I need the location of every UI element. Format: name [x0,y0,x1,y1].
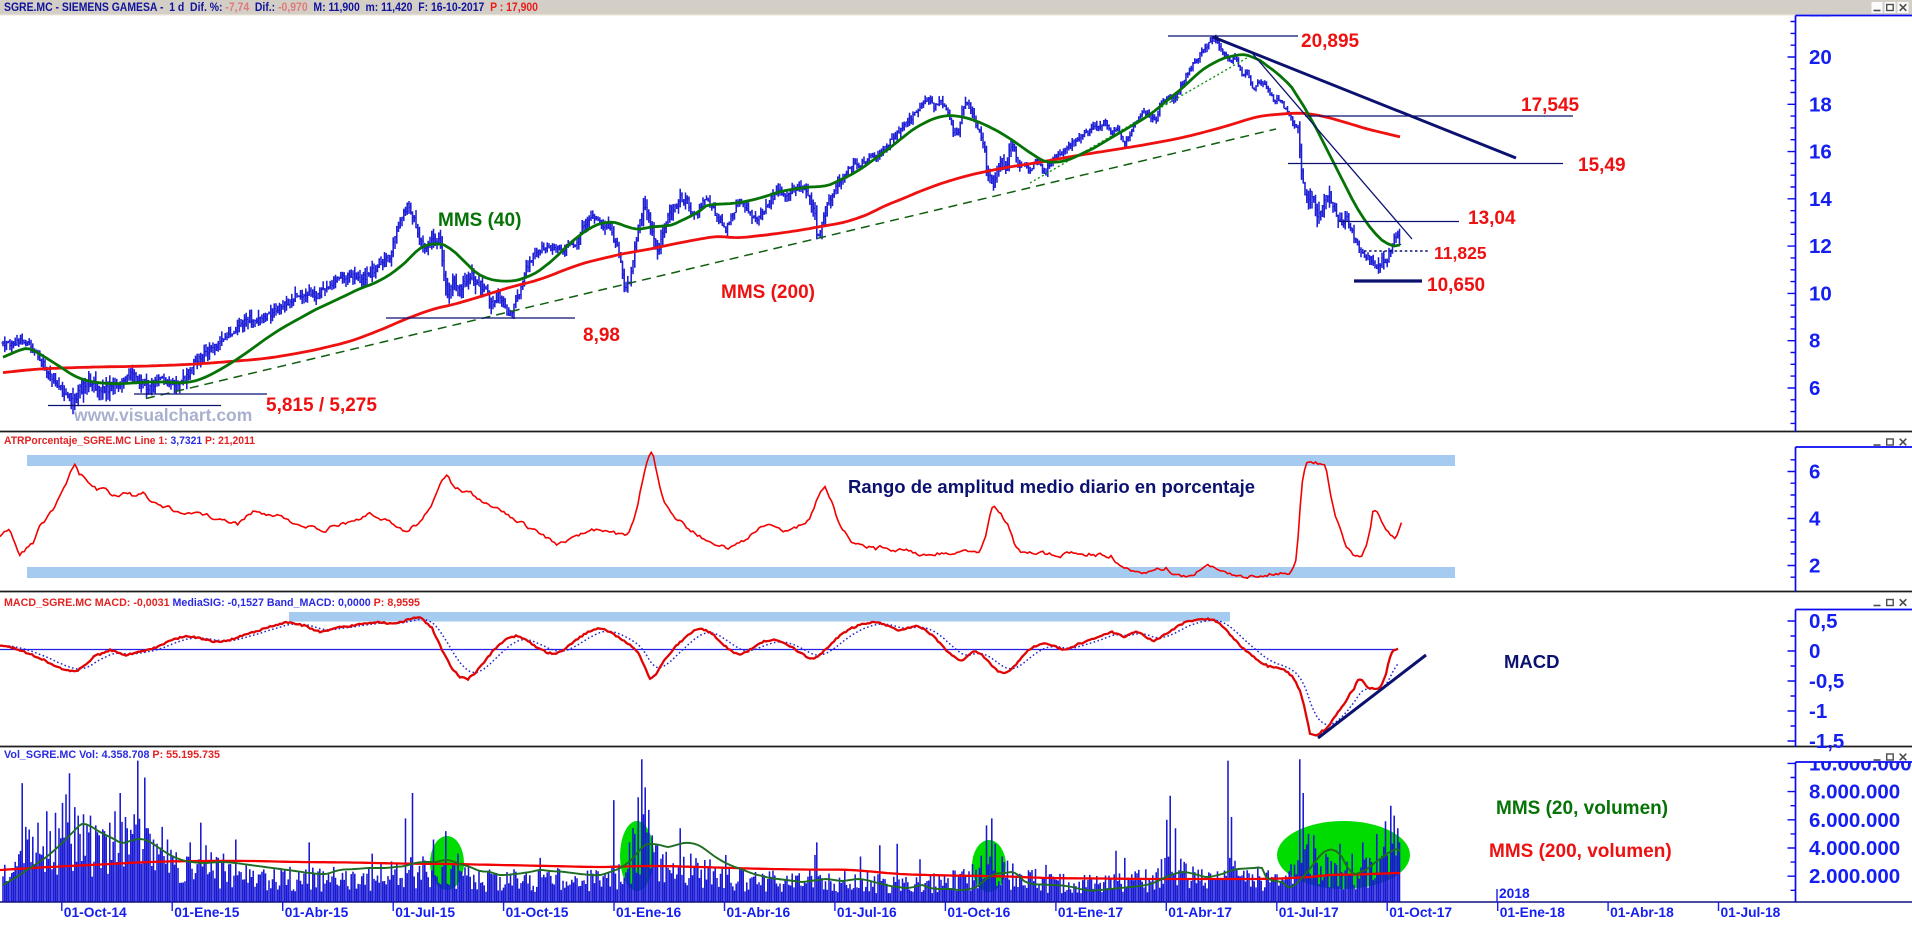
svg-text:4: 4 [1809,508,1821,531]
svg-text:SGRE.MC - SIEMENS GAMESA - 1: SGRE.MC - SIEMENS GAMESA - 1 d Dif. %: -… [4,0,538,14]
svg-text:01-Jul-17: 01-Jul-17 [1279,905,1339,920]
svg-text:01-Abr-18: 01-Abr-18 [1610,905,1674,920]
svg-text:www.visualchart.com: www.visualchart.com [73,405,252,425]
svg-text:MACD_SGRE.MC MACD: -0,0031 Med: MACD_SGRE.MC MACD: -0,0031 MediaSIG: -0,… [4,597,421,609]
svg-text:14: 14 [1809,188,1832,211]
svg-text:6.000.000: 6.000.000 [1809,809,1900,832]
svg-text:01-Ene-17: 01-Ene-17 [1058,905,1124,920]
svg-text:22: 22 [1809,0,1832,22]
svg-text:01-Ene-18: 01-Ene-18 [1500,905,1566,920]
svg-text:-1,5: -1,5 [1809,730,1844,753]
svg-text:01-Oct-14: 01-Oct-14 [64,905,127,920]
svg-text:01-Jul-16: 01-Jul-16 [837,905,897,920]
svg-text:10: 10 [1809,282,1832,305]
svg-text:8: 8 [1809,330,1820,353]
svg-text:01-Abr-16: 01-Abr-16 [727,905,791,920]
svg-text:20,895: 20,895 [1301,31,1360,52]
svg-text:18: 18 [1809,93,1832,116]
svg-text:-0,5: -0,5 [1809,670,1844,693]
svg-text:6: 6 [1809,461,1820,484]
svg-text:01-Abr-17: 01-Abr-17 [1168,905,1232,920]
svg-text:01-Jul-18: 01-Jul-18 [1721,905,1781,920]
svg-text:01-Abr-15: 01-Abr-15 [285,905,349,920]
svg-text:Rango de amplitud medio diario: Rango de amplitud medio diario en porcen… [848,476,1255,497]
svg-text:16: 16 [1809,141,1832,164]
svg-text:MMS (200, volumen): MMS (200, volumen) [1489,841,1672,862]
svg-text:01-Ene-16: 01-Ene-16 [616,905,682,920]
svg-text:4.000.000: 4.000.000 [1809,837,1900,860]
svg-text:MACD: MACD [1504,651,1560,672]
svg-text:Vol_SGRE.MC Vol: 4.358.708 P:: Vol_SGRE.MC Vol: 4.358.708 P: 55.195.735 [4,749,221,761]
svg-text:20: 20 [1809,46,1832,69]
svg-text:10,650: 10,650 [1427,275,1485,296]
svg-text:2.000.000: 2.000.000 [1809,865,1900,888]
svg-text:0,5: 0,5 [1809,610,1838,633]
svg-text:01-Oct-16: 01-Oct-16 [947,905,1010,920]
svg-text:01-Oct-15: 01-Oct-15 [506,905,569,920]
svg-text:MMS (40): MMS (40) [438,210,521,231]
svg-text:01-Jul-15: 01-Jul-15 [395,905,455,920]
svg-text:6: 6 [1809,377,1820,400]
svg-text:11,825: 11,825 [1434,243,1487,263]
svg-text:01-Ene-15: 01-Ene-15 [174,905,240,920]
svg-text:10.000.000: 10.000.000 [1809,752,1912,775]
svg-text:MMS (200): MMS (200) [721,282,815,303]
svg-text:2: 2 [1809,555,1820,578]
svg-text:8,98: 8,98 [583,325,620,346]
svg-text:17,545: 17,545 [1521,95,1580,116]
svg-text:ATRPorcentaje_SGRE.MC Line 1:: ATRPorcentaje_SGRE.MC Line 1: 3,7321 P: … [4,435,256,447]
svg-text:8.000.000: 8.000.000 [1809,781,1900,804]
svg-text:01-Oct-17: 01-Oct-17 [1389,905,1452,920]
svg-text:MMS (20, volumen): MMS (20, volumen) [1496,798,1668,819]
svg-text:0: 0 [1809,640,1820,663]
svg-text:12: 12 [1809,235,1832,258]
svg-text:13,04: 13,04 [1468,208,1516,229]
svg-text:15,49: 15,49 [1578,155,1626,176]
svg-text:5,815 / 5,275: 5,815 / 5,275 [266,395,377,416]
svg-text:-1: -1 [1809,700,1827,723]
svg-text:2018: 2018 [1499,886,1530,901]
